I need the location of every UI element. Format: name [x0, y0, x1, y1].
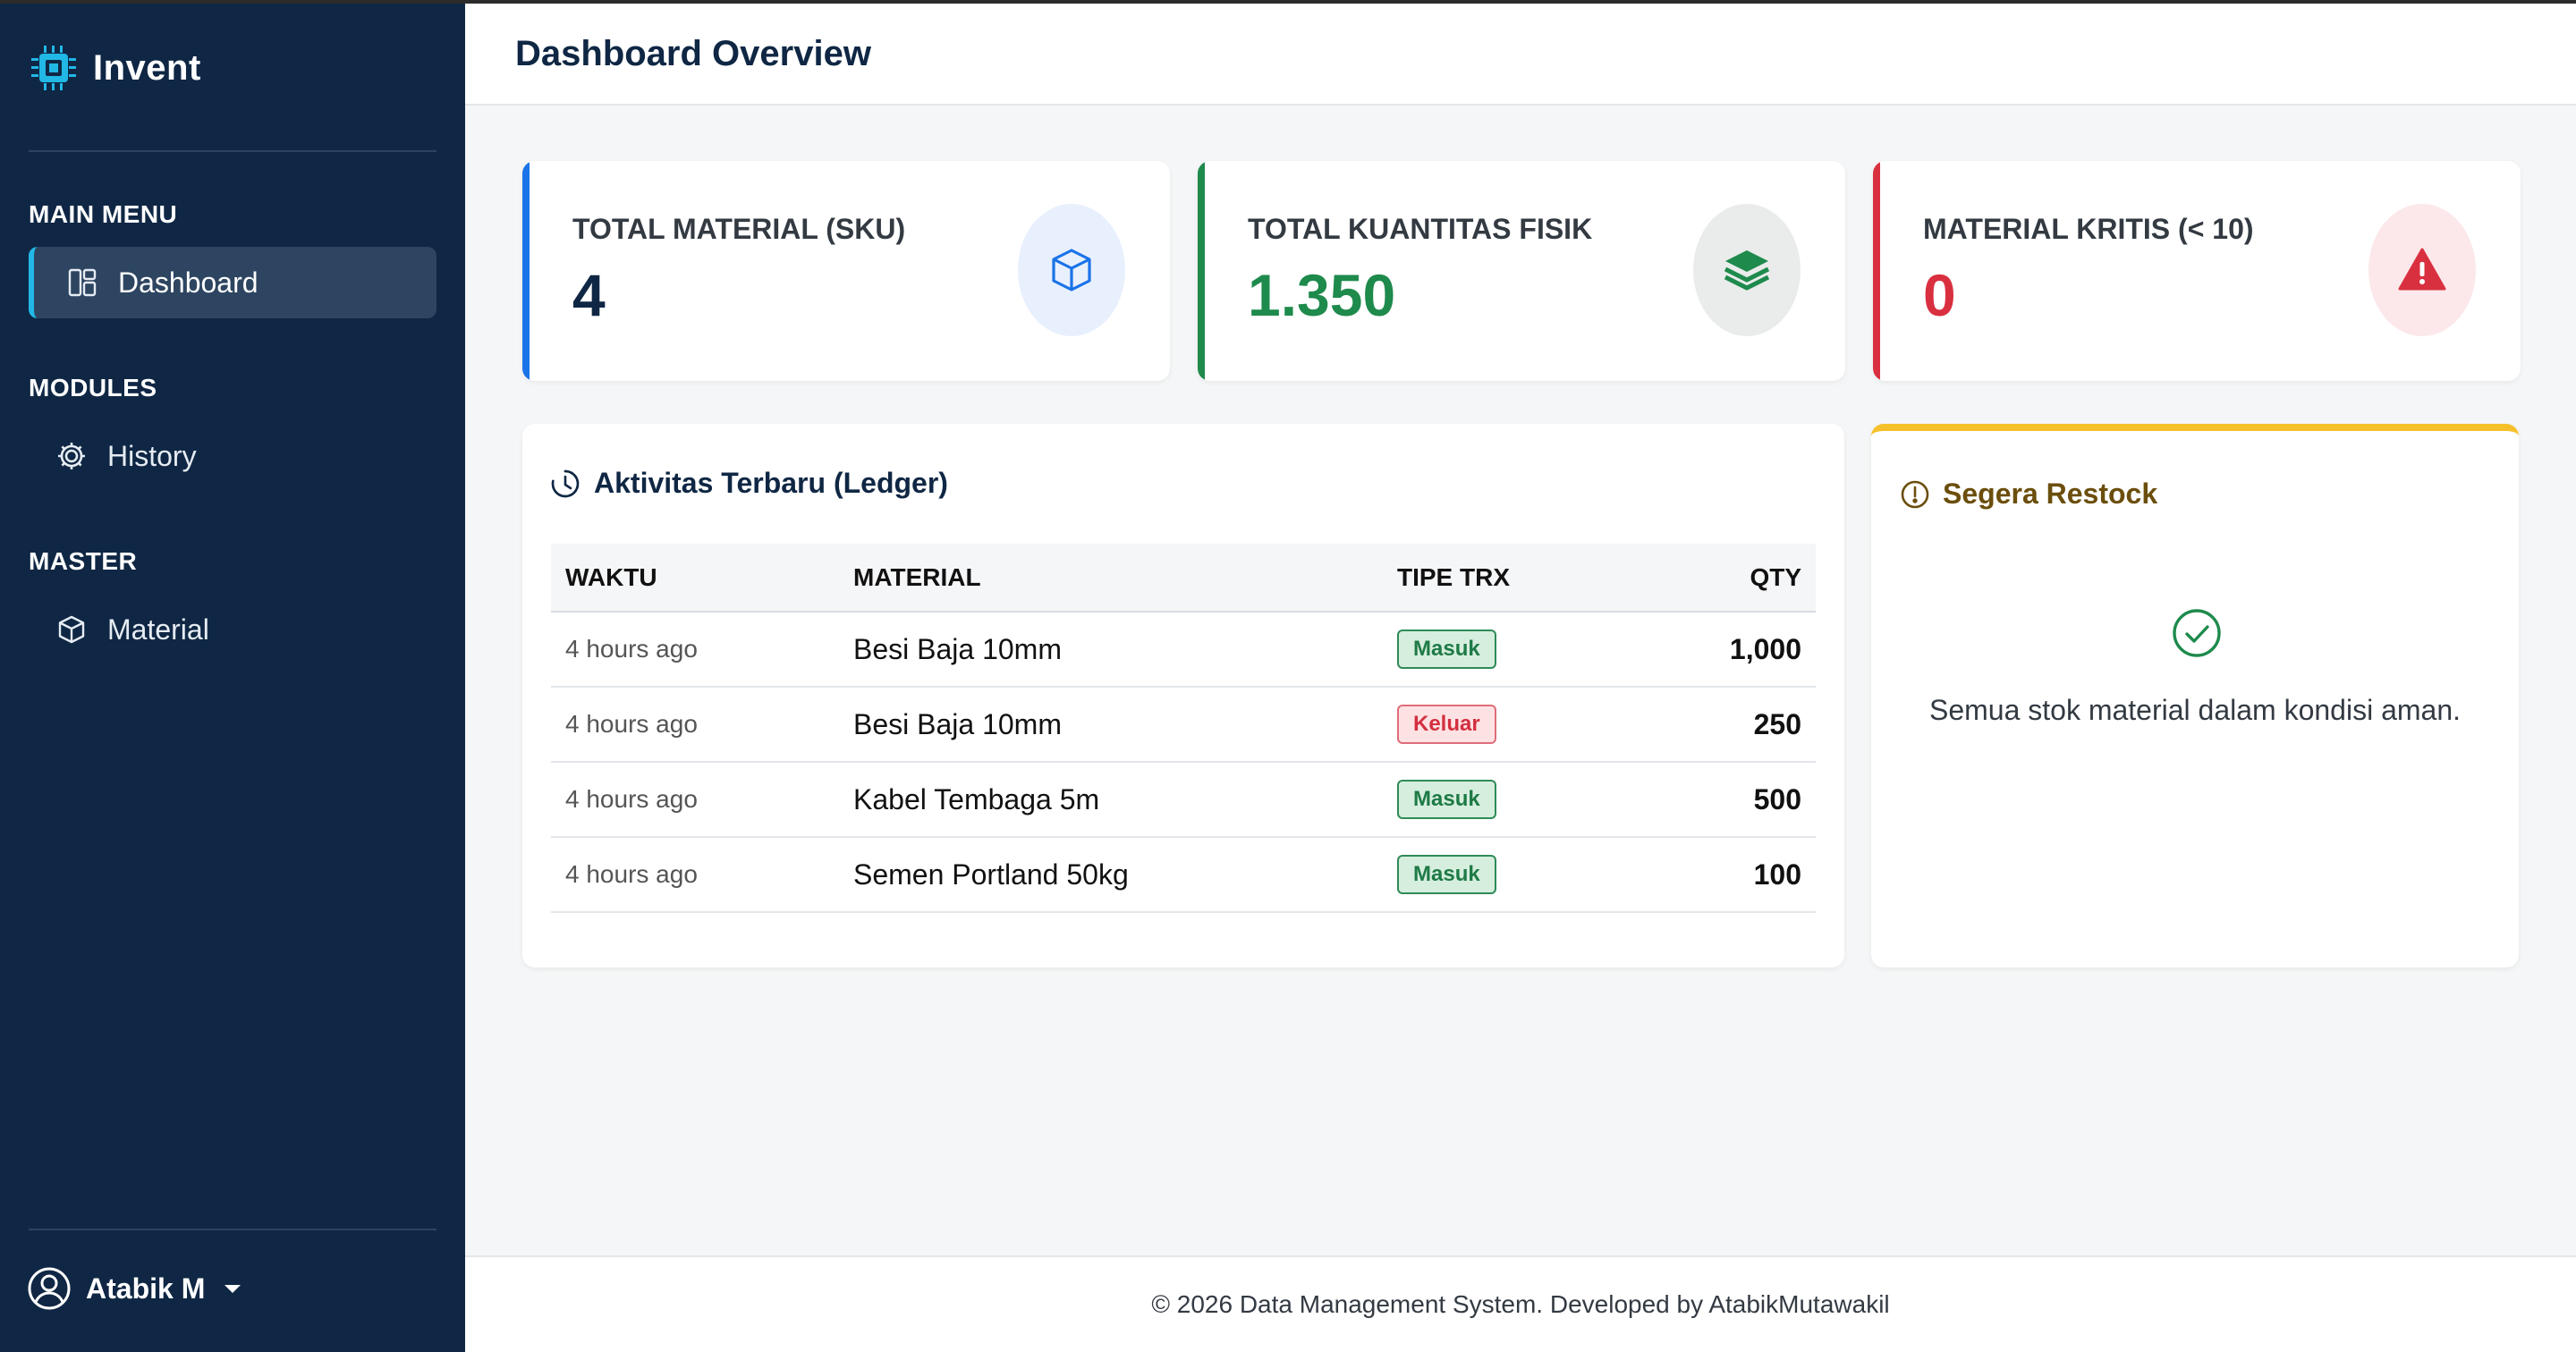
cell-qty: 100 — [1642, 837, 1816, 913]
stat-accent-bar — [522, 161, 530, 381]
restock-title-text: Segera Restock — [1943, 477, 2158, 510]
status-badge: Masuk — [1397, 780, 1496, 819]
sidebar: Invent MAIN MENU Dashboard MODULES Histo… — [0, 4, 465, 1352]
footer-text: © 2026 Data Management System. Developed… — [1151, 1290, 1890, 1318]
sidebar-section-main-menu: MAIN MENU — [29, 200, 178, 228]
page-header: Dashboard Overview — [465, 4, 2576, 106]
status-badge: Keluar — [1397, 705, 1496, 744]
page-title: Dashboard Overview — [515, 34, 871, 73]
gear-icon — [58, 443, 85, 469]
cell-type: Masuk — [1383, 837, 1642, 913]
layers-icon — [1724, 250, 1770, 291]
status-badge: Masuk — [1397, 855, 1496, 894]
sidebar-item-label: History — [107, 439, 197, 472]
stat-value: 0 — [1923, 262, 1956, 328]
exclamation-circle-icon — [1901, 480, 1929, 508]
window-top-border — [0, 0, 2576, 4]
app-name: Invent — [93, 47, 201, 88]
stat-accent-bar — [1873, 161, 1880, 381]
ledger-title-text: Aktivitas Terbaru (Ledger) — [594, 467, 948, 499]
sidebar-divider — [29, 1229, 436, 1230]
table-header-row: WAKTU MATERIAL TIPE TRX QTY — [551, 544, 1816, 613]
sidebar-item-label: Dashboard — [118, 266, 258, 299]
restock-card: Segera Restock Semua stok material dalam… — [1871, 424, 2519, 968]
sidebar-item-history[interactable]: History — [29, 420, 436, 492]
cell-qty: 250 — [1642, 687, 1816, 763]
table-row[interactable]: 4 hours ago Besi Baja 10mm Keluar 250 — [551, 687, 1816, 763]
cell-type: Masuk — [1383, 612, 1642, 688]
stat-icon-badge — [1693, 204, 1801, 336]
restock-message: Semua stok material dalam kondisi aman. — [1928, 694, 2462, 726]
box-icon — [58, 615, 85, 644]
stat-label: TOTAL MATERIAL (SKU) — [572, 213, 906, 245]
stat-card-critical-material: MATERIAL KRITIS (< 10) 0 — [1873, 161, 2521, 381]
user-menu[interactable]: Atabik M — [27, 1266, 242, 1311]
ledger-table: WAKTU MATERIAL TIPE TRX QTY 4 hours ago … — [551, 544, 1816, 913]
column-header-type[interactable]: TIPE TRX — [1383, 544, 1642, 613]
brand-logo[interactable]: Invent — [29, 43, 201, 93]
sidebar-item-material[interactable]: Material — [29, 594, 436, 665]
table-row[interactable]: 4 hours ago Besi Baja 10mm Masuk 1,000 — [551, 612, 1816, 688]
cell-time: 4 hours ago — [551, 612, 839, 688]
cell-time: 4 hours ago — [551, 837, 839, 913]
column-header-material[interactable]: MATERIAL — [839, 544, 1383, 613]
cell-material: Besi Baja 10mm — [839, 687, 1383, 763]
restock-title: Segera Restock — [1900, 477, 2157, 511]
column-header-qty[interactable]: QTY — [1642, 544, 1816, 613]
cell-qty: 500 — [1642, 762, 1816, 838]
stat-label: TOTAL KUANTITAS FISIK — [1248, 213, 1593, 245]
sidebar-item-label: Material — [107, 613, 209, 646]
cell-material: Besi Baja 10mm — [839, 612, 1383, 688]
cell-type: Keluar — [1383, 687, 1642, 763]
stat-value: 1.350 — [1248, 262, 1396, 328]
column-header-time[interactable]: WAKTU — [551, 544, 839, 613]
check-circle-icon — [2173, 609, 2221, 657]
clock-history-icon — [551, 469, 580, 497]
sidebar-divider — [29, 150, 436, 152]
sidebar-section-master: MASTER — [29, 547, 138, 575]
footer: © 2026 Data Management System. Developed… — [465, 1255, 2576, 1352]
user-name: Atabik M — [86, 1272, 206, 1305]
cell-material: Semen Portland 50kg — [839, 837, 1383, 913]
caret-down-icon — [225, 1284, 242, 1293]
sidebar-item-dashboard[interactable]: Dashboard — [29, 247, 436, 318]
cell-material: Kabel Tembaga 5m — [839, 762, 1383, 838]
warning-icon — [2398, 248, 2446, 291]
stat-accent-bar — [1198, 161, 1205, 381]
stat-value: 4 — [572, 262, 606, 328]
table-row[interactable]: 4 hours ago Kabel Tembaga 5m Masuk 500 — [551, 762, 1816, 838]
ledger-card: Aktivitas Terbaru (Ledger) WAKTU MATERIA… — [522, 424, 1844, 968]
user-circle-icon — [28, 1267, 71, 1310]
table-row[interactable]: 4 hours ago Semen Portland 50kg Masuk 10… — [551, 837, 1816, 913]
box-icon — [1052, 249, 1091, 292]
cpu-chip-icon — [31, 46, 76, 90]
sidebar-section-modules: MODULES — [29, 374, 157, 401]
ledger-title: Aktivitas Terbaru (Ledger) — [549, 467, 948, 500]
cell-type: Masuk — [1383, 762, 1642, 838]
cell-time: 4 hours ago — [551, 687, 839, 763]
stat-icon-badge — [1018, 204, 1125, 336]
cell-time: 4 hours ago — [551, 762, 839, 838]
stat-icon-badge — [2368, 204, 2476, 336]
stat-label: MATERIAL KRITIS (< 10) — [1923, 213, 2254, 245]
stat-card-total-material: TOTAL MATERIAL (SKU) 4 — [522, 161, 1170, 381]
dashboard-icon — [68, 268, 97, 297]
stat-card-total-quantity: TOTAL KUANTITAS FISIK 1.350 — [1198, 161, 1845, 381]
cell-qty: 1,000 — [1642, 612, 1816, 688]
status-badge: Masuk — [1397, 630, 1496, 669]
